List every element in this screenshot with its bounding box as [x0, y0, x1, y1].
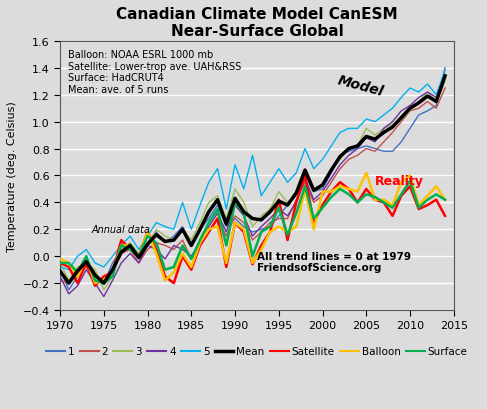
- Text: Reality: Reality: [375, 174, 424, 187]
- Legend: 1, 2, 3, 4, 5, Mean, Satellite, Balloon, Surface: 1, 2, 3, 4, 5, Mean, Satellite, Balloon,…: [42, 342, 472, 361]
- Text: All trend lines = 0 at 1979
FriendsofScience.org: All trend lines = 0 at 1979 FriendsofSci…: [257, 251, 411, 273]
- Text: Annual data: Annual data: [92, 225, 150, 234]
- Title: Canadian Climate Model CanESM
Near-Surface Global: Canadian Climate Model CanESM Near-Surfa…: [116, 7, 398, 39]
- Text: Balloon: NOAA ESRL 1000 mb
Satellite: Lower-trop ave. UAH&RSS
Surface: HadCRUT4
: Balloon: NOAA ESRL 1000 mb Satellite: Lo…: [68, 50, 241, 94]
- Text: Model: Model: [336, 73, 385, 99]
- Y-axis label: Temperature (deg. Celsius): Temperature (deg. Celsius): [7, 101, 17, 251]
